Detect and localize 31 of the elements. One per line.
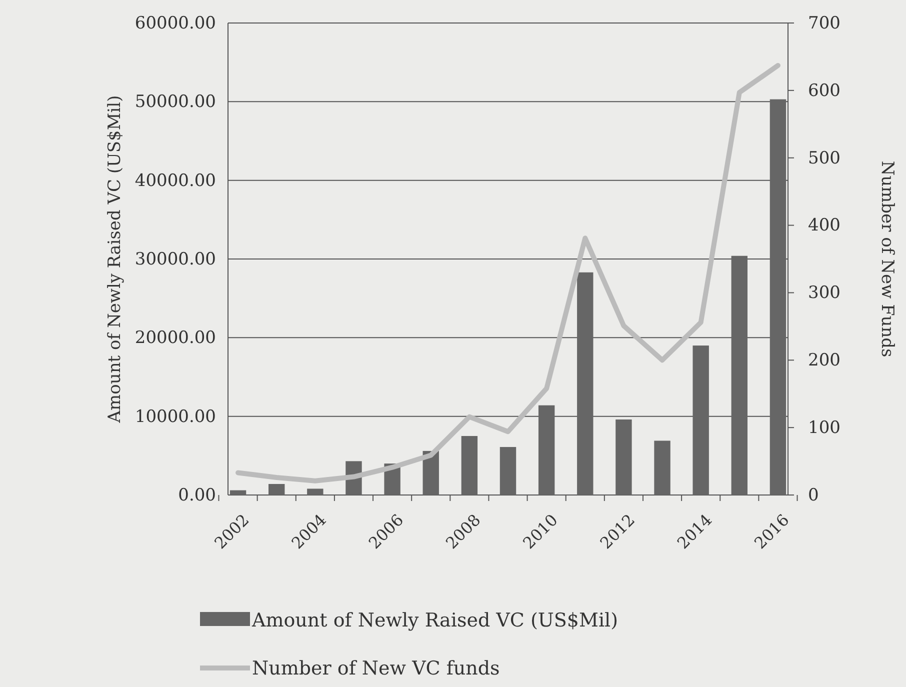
y2-axis-title: Number of New Funds bbox=[877, 160, 897, 358]
bar bbox=[500, 447, 516, 495]
y2-tick-label: 400 bbox=[808, 216, 840, 236]
bar bbox=[230, 490, 246, 495]
legend-label: Number of New VC funds bbox=[252, 658, 500, 680]
bar bbox=[461, 436, 478, 495]
y2-tick-label: 200 bbox=[808, 350, 840, 371]
y2-tick-label: 100 bbox=[808, 418, 840, 438]
y-tick-label: 20000.00 bbox=[134, 328, 216, 348]
y-tick-label: 30000.00 bbox=[134, 249, 216, 270]
bar bbox=[577, 272, 594, 495]
y2-tick-label: 500 bbox=[808, 148, 840, 168]
y2-tick-label: 0 bbox=[808, 485, 819, 506]
bar bbox=[268, 484, 285, 495]
y2-tick-label: 600 bbox=[808, 80, 840, 101]
bar bbox=[731, 256, 748, 495]
y-tick-label: 60000.00 bbox=[134, 13, 216, 34]
y2-tick-label: 300 bbox=[808, 283, 840, 304]
y-tick-label: 40000.00 bbox=[134, 170, 216, 191]
bar bbox=[616, 419, 632, 495]
bar bbox=[654, 440, 670, 495]
bar bbox=[307, 488, 324, 495]
y-tick-label: 0.00 bbox=[178, 485, 216, 506]
legend-label: Amount of Newly Raised VC (US$Mil) bbox=[251, 610, 618, 632]
bar bbox=[692, 346, 709, 495]
y-tick-label: 50000.00 bbox=[134, 92, 216, 112]
y-axis-title: Amount of Newly Raised VC (US$Mil) bbox=[105, 95, 125, 424]
y2-tick-label: 700 bbox=[808, 13, 840, 34]
y-tick-label: 10000.00 bbox=[134, 406, 216, 427]
bar bbox=[538, 405, 555, 495]
bar bbox=[770, 99, 786, 495]
